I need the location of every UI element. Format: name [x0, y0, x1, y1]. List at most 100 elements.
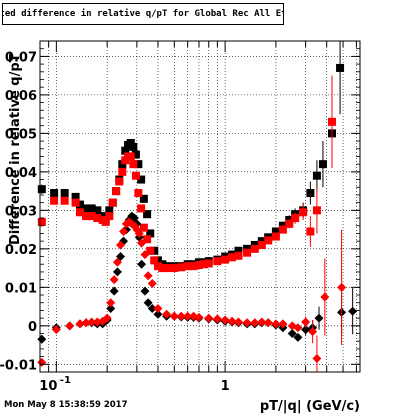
- data-point-diamond: [348, 306, 358, 316]
- data-point-square: [234, 251, 243, 260]
- data-point-square: [177, 263, 186, 272]
- data-point-square: [299, 208, 308, 217]
- data-point-diamond: [137, 259, 147, 269]
- x-tick-label-exponent: -1: [60, 375, 71, 386]
- data-point-square: [228, 253, 237, 262]
- data-point-square: [146, 229, 155, 238]
- y-tick-label: 0.02: [5, 243, 37, 258]
- y-tick-label: 0.05: [5, 127, 37, 142]
- data-point-diamond: [278, 319, 288, 329]
- data-point-square: [162, 264, 171, 273]
- data-point-square: [137, 175, 146, 184]
- data-point-square: [312, 206, 321, 215]
- data-point-diamond: [143, 298, 153, 308]
- data-point-square: [170, 264, 179, 273]
- data-point-square: [234, 246, 243, 255]
- data-point-square: [221, 255, 230, 264]
- y-tick-label: 0.07: [5, 50, 37, 65]
- data-point-square: [37, 185, 46, 194]
- data-point-diamond: [301, 317, 311, 327]
- data-point-diamond: [212, 314, 222, 324]
- x-axis-label: pT/|q| (GeV/c): [260, 399, 360, 414]
- data-point-square: [121, 146, 130, 155]
- data-point-diamond: [75, 319, 85, 329]
- data-point-square: [306, 189, 315, 198]
- data-point-diamond: [140, 250, 150, 260]
- data-point-diamond: [169, 311, 179, 321]
- y-tick-label: -0.01: [0, 358, 37, 373]
- data-point-square: [75, 200, 84, 209]
- data-point-diamond: [162, 309, 172, 319]
- data-point-diamond: [312, 354, 322, 364]
- data-point-square: [108, 198, 117, 207]
- data-point-square: [257, 240, 266, 249]
- data-point-diamond: [153, 309, 163, 319]
- data-point-diamond: [51, 325, 61, 335]
- data-point-diamond: [116, 240, 126, 250]
- data-point-square: [189, 262, 198, 271]
- data-point-square: [112, 187, 121, 196]
- data-point-square: [278, 225, 287, 234]
- chart-title-box: Fitted difference in relative q/pT for G…: [2, 3, 284, 25]
- data-point-diamond: [242, 318, 252, 328]
- data-point-square: [93, 214, 102, 223]
- data-point-square: [134, 160, 143, 169]
- data-point-diamond: [134, 228, 144, 238]
- data-point-square: [93, 206, 102, 215]
- data-point-square: [143, 210, 152, 219]
- data-point-square: [87, 204, 96, 213]
- data-point-diamond: [337, 282, 347, 292]
- y-tick-label: 0.06: [5, 89, 37, 104]
- data-point-square: [146, 246, 155, 255]
- data-point-square: [291, 214, 300, 223]
- data-point-diamond: [183, 311, 193, 321]
- x-tick-label: 1: [221, 379, 230, 394]
- data-point-diamond: [233, 317, 243, 327]
- data-point-diamond: [176, 311, 186, 321]
- data-point-diamond: [257, 317, 267, 327]
- data-point-square: [131, 150, 140, 159]
- data-point-square: [60, 189, 69, 198]
- x-tick-label: 10: [39, 379, 57, 394]
- data-point-square: [312, 171, 321, 180]
- data-point-square: [118, 167, 127, 176]
- data-point-diamond: [147, 303, 157, 313]
- data-point-diamond: [37, 357, 47, 367]
- data-point-square: [60, 196, 69, 205]
- y-tick-label: 0.01: [5, 281, 37, 296]
- data-point-square: [115, 177, 124, 186]
- data-point-diamond: [137, 238, 147, 248]
- data-point-square: [37, 217, 46, 226]
- data-point-square: [50, 189, 59, 198]
- data-point-square: [328, 117, 337, 126]
- data-point-square: [336, 63, 345, 72]
- data-point-square: [153, 262, 162, 271]
- data-point-square: [183, 262, 192, 271]
- data-point-diamond: [227, 316, 237, 326]
- data-point-diamond: [143, 271, 153, 281]
- data-point-diamond: [308, 327, 318, 337]
- data-point-diamond: [194, 312, 204, 322]
- data-point-diamond: [293, 323, 303, 333]
- data-point-diamond: [204, 313, 214, 323]
- data-point-diamond: [153, 303, 163, 313]
- data-point-square: [105, 206, 114, 215]
- data-point-diamond: [147, 278, 157, 288]
- data-point-diamond: [263, 318, 273, 328]
- data-point-diamond: [81, 318, 91, 328]
- data-point-diamond: [320, 292, 330, 302]
- data-point-square: [71, 198, 80, 207]
- data-point-square: [250, 244, 259, 253]
- data-point-square: [204, 259, 213, 268]
- y-tick-label: 0: [28, 320, 37, 335]
- data-point-square: [71, 192, 80, 201]
- data-point-square: [101, 217, 110, 226]
- data-series: [37, 41, 345, 271]
- data-point-diamond: [109, 286, 119, 296]
- data-point-diamond: [293, 332, 303, 342]
- data-point-diamond: [109, 275, 119, 285]
- data-point-diamond: [65, 321, 75, 331]
- data-point-diamond: [106, 303, 116, 313]
- data-point-square: [129, 160, 138, 169]
